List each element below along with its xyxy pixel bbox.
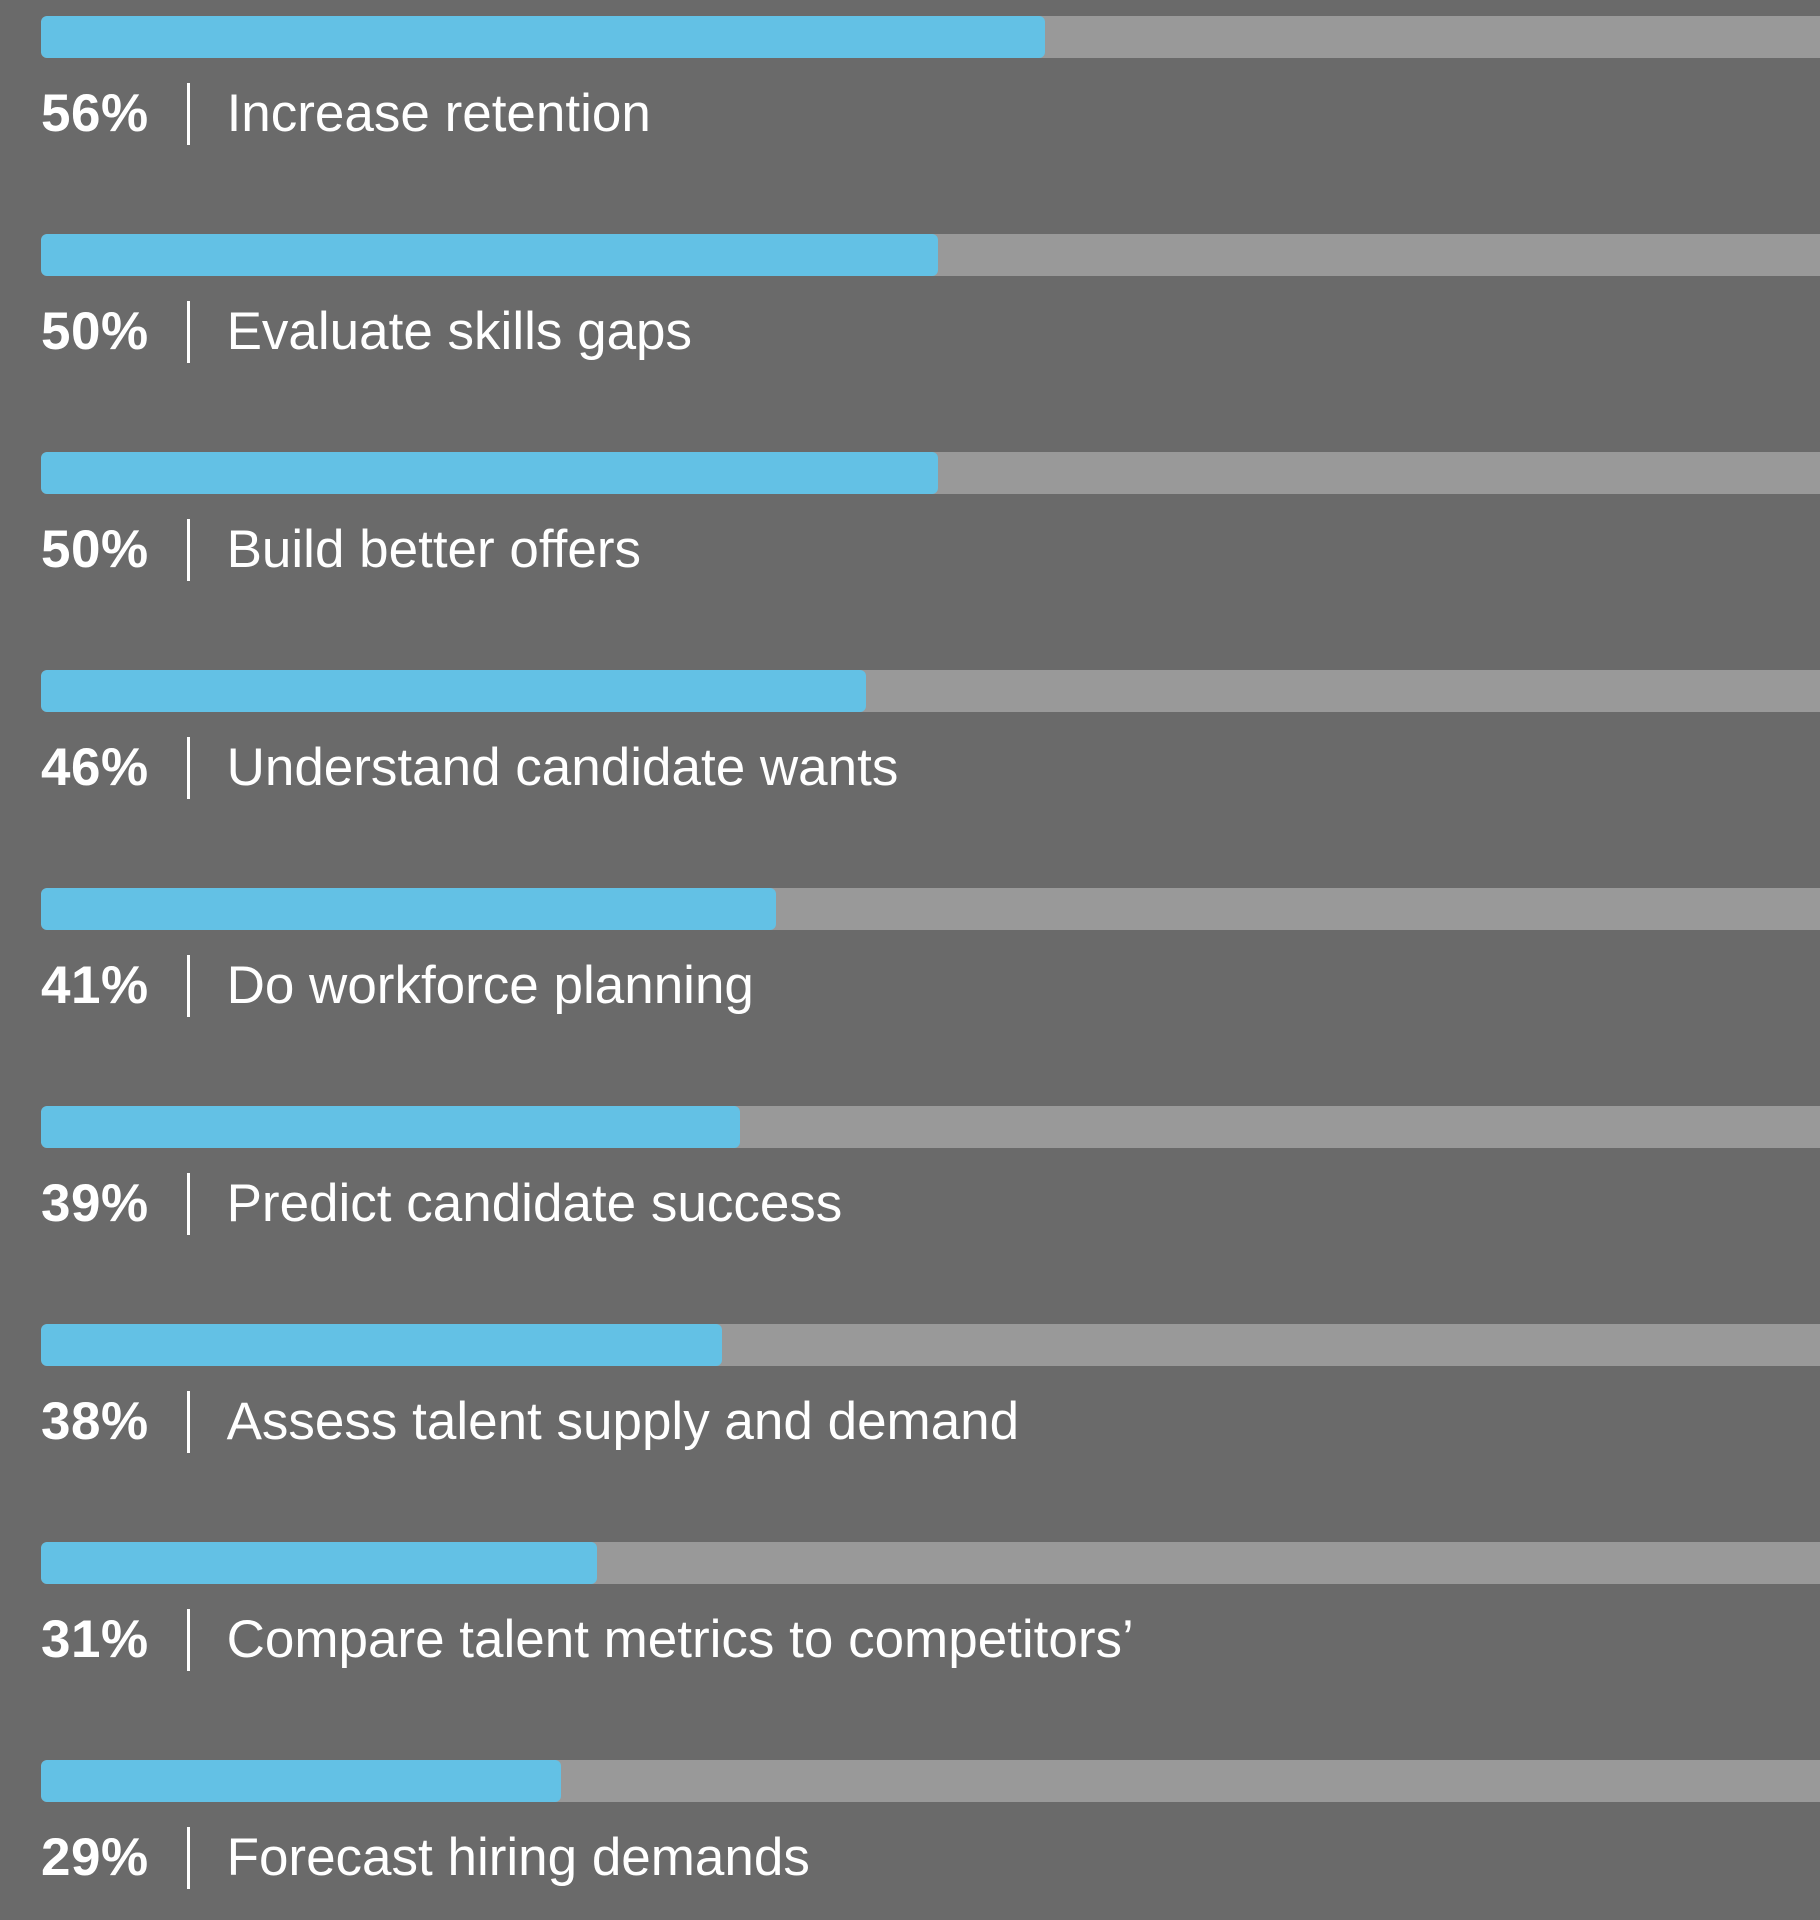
category-label: Evaluate skills gaps — [226, 302, 693, 361]
bar-label: 56% Increase retention — [41, 74, 651, 154]
bar-row: 38% Assess talent supply and demand — [0, 1324, 1820, 1484]
bar-track — [41, 888, 1820, 930]
bar-value-label: 38% — [41, 1392, 149, 1451]
bar-value-label: 50% — [41, 302, 149, 361]
bar-value-label: 50% — [41, 520, 149, 579]
separator — [186, 1391, 190, 1453]
bar-track — [41, 1106, 1820, 1148]
bar — [41, 16, 1045, 58]
category-label: Compare talent metrics to competitors’ — [226, 1610, 1134, 1669]
bar-label: 29% Forecast hiring demands — [41, 1818, 810, 1898]
bar-row: 56% Increase retention — [0, 16, 1820, 176]
bar-value-label: 41% — [41, 956, 149, 1015]
separator — [186, 955, 190, 1017]
bar — [41, 1106, 740, 1148]
category-label: Predict candidate success — [226, 1174, 843, 1233]
bar-value-label: 31% — [41, 1610, 149, 1669]
bar — [41, 452, 938, 494]
bar — [41, 888, 776, 930]
bar-label: 41% Do workforce planning — [41, 946, 754, 1026]
separator — [186, 1173, 190, 1235]
bar-label: 38% Assess talent supply and demand — [41, 1382, 1019, 1462]
bar — [41, 1760, 561, 1802]
separator — [186, 1609, 190, 1671]
bar-track — [41, 234, 1820, 276]
category-label: Increase retention — [226, 84, 651, 143]
bar-track — [41, 1324, 1820, 1366]
category-label: Assess talent supply and demand — [226, 1392, 1020, 1451]
bar-row: 41% Do workforce planning — [0, 888, 1820, 1048]
bar-label: 39% Predict candidate success — [41, 1164, 842, 1244]
separator — [186, 1827, 190, 1889]
separator — [186, 301, 190, 363]
bar-row: 46% Understand candidate wants — [0, 670, 1820, 830]
category-label: Do workforce planning — [226, 956, 754, 1015]
bar-row: 39% Predict candidate success — [0, 1106, 1820, 1266]
bar-value-label: 39% — [41, 1174, 149, 1233]
category-label: Understand candidate wants — [226, 738, 899, 797]
bar-row: 31% Compare talent metrics to competitors… — [0, 1542, 1820, 1702]
bar-track — [41, 16, 1820, 58]
separator — [186, 83, 190, 145]
bar-track — [41, 670, 1820, 712]
bar-row: 50% Evaluate skills gaps — [0, 234, 1820, 394]
bar — [41, 1324, 722, 1366]
bar-track — [41, 1760, 1820, 1802]
bar-label: 31% Compare talent metrics to competitors… — [41, 1600, 1134, 1680]
category-label: Forecast hiring demands — [226, 1828, 810, 1887]
bar — [41, 1542, 597, 1584]
bar-row: 50% Build better offers — [0, 452, 1820, 612]
bar-row: 29% Forecast hiring demands — [0, 1760, 1820, 1920]
bar-value-label: 46% — [41, 738, 149, 797]
bar-track — [41, 452, 1820, 494]
bar-value-label: 56% — [41, 84, 149, 143]
separator — [186, 737, 190, 799]
bar-value-label: 29% — [41, 1828, 149, 1887]
bar — [41, 670, 866, 712]
separator — [186, 519, 190, 581]
bar-track — [41, 1542, 1820, 1584]
bar-label: 50% Evaluate skills gaps — [41, 292, 692, 372]
bar-label: 46% Understand candidate wants — [41, 728, 898, 808]
category-label: Build better offers — [226, 520, 642, 579]
bar-label: 50% Build better offers — [41, 510, 641, 590]
bar — [41, 234, 938, 276]
